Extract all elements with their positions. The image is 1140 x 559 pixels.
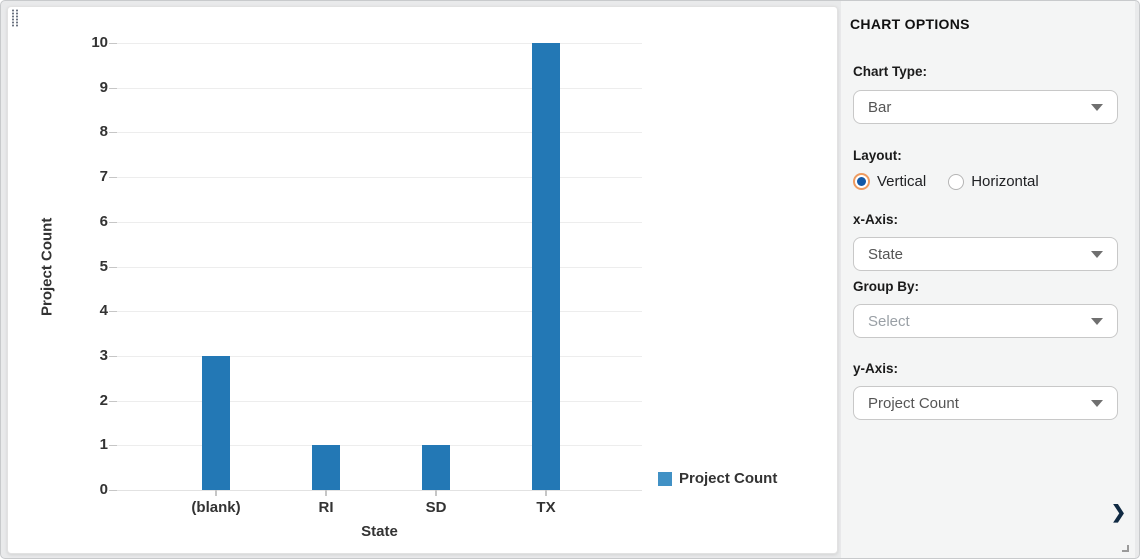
chart-card: Project Count 0 1 2 3 4 5 6 7 8 9 10 (blank) RI SD TX… xyxy=(7,6,838,554)
y-tick-label: 9 xyxy=(99,78,108,96)
y-tick-mark xyxy=(109,221,117,223)
caret-down-icon xyxy=(1091,250,1103,258)
chart-type-label: Chart Type: xyxy=(853,64,928,79)
y-tick-label: 8 xyxy=(99,123,108,141)
gridline xyxy=(117,132,642,134)
y-tick-label: 6 xyxy=(99,212,108,230)
gridline xyxy=(117,266,642,268)
x-tick-label: SD xyxy=(425,499,447,516)
caret-down-icon xyxy=(1091,317,1103,325)
chart-type-select[interactable]: Bar xyxy=(853,90,1118,124)
bar xyxy=(532,43,560,490)
y-tick-label: 4 xyxy=(99,302,108,320)
caret-down-icon xyxy=(1091,103,1103,111)
y-tick-mark xyxy=(109,400,117,402)
legend-swatch-icon xyxy=(658,471,672,486)
y-tick-mark xyxy=(109,177,117,179)
x-tick-label: RI xyxy=(318,499,334,516)
y-tick-mark xyxy=(109,266,117,268)
x-tick-label: (blank) xyxy=(191,499,241,516)
x-tick-mark xyxy=(325,490,327,496)
y-tick-mark xyxy=(109,43,117,44)
gridline xyxy=(117,311,642,313)
y-tick-mark xyxy=(109,311,117,313)
y-axis-label: y-Axis: xyxy=(853,361,899,376)
gridline xyxy=(117,355,642,357)
gridline xyxy=(117,221,642,223)
radio-unselected-icon xyxy=(948,173,965,190)
radio-label-vertical: Vertical xyxy=(877,173,927,190)
gridline xyxy=(117,490,642,491)
group-by-select[interactable]: Select xyxy=(853,304,1118,338)
y-tick-mark xyxy=(109,355,117,357)
gridline xyxy=(117,177,642,179)
y-tick-label: 3 xyxy=(99,346,108,364)
radio-selected-icon xyxy=(853,173,870,190)
x-axis-value: State xyxy=(868,245,904,263)
legend: Project Count xyxy=(658,470,777,487)
y-tick-label: 7 xyxy=(99,168,108,186)
layout-radio-vertical[interactable]: Vertical xyxy=(853,173,926,190)
x-tick-mark xyxy=(215,490,217,496)
x-tick-mark xyxy=(435,490,437,496)
x-axis-label: x-Axis: xyxy=(853,212,899,227)
panel-title: CHART OPTIONS xyxy=(850,16,970,32)
y-tick-mark xyxy=(109,87,117,89)
y-axis-select[interactable]: Project Count xyxy=(853,386,1118,420)
x-axis-select[interactable]: State xyxy=(853,237,1118,271)
layout-radio-group: Vertical Horizontal xyxy=(853,173,1061,190)
radio-label-horizontal: Horizontal xyxy=(971,173,1039,190)
legend-label: Project Count xyxy=(679,470,778,487)
gridline xyxy=(117,445,642,447)
y-tick-label: 1 xyxy=(99,436,108,454)
y-tick-mark xyxy=(109,490,117,491)
y-tick-mark xyxy=(109,132,117,134)
x-axis-title: State xyxy=(361,523,398,540)
y-tick-label: 0 xyxy=(99,481,108,498)
drag-handle-icon[interactable] xyxy=(11,9,20,27)
x-tick-mark xyxy=(545,490,547,496)
group-by-value: Select xyxy=(868,312,910,330)
chevron-right-icon[interactable]: ❯ xyxy=(1111,502,1127,522)
y-axis-title: Project Count xyxy=(38,217,56,316)
gridline xyxy=(117,400,642,402)
caret-down-icon xyxy=(1091,399,1103,407)
resize-handle-icon[interactable] xyxy=(1122,545,1129,552)
gridline xyxy=(117,87,642,89)
y-tick-label: 5 xyxy=(99,257,108,275)
y-tick-label: 10 xyxy=(91,34,108,51)
layout-label: Layout: xyxy=(853,148,902,163)
bar xyxy=(312,445,340,490)
chart-options-panel: CHART OPTIONS Chart Type: Bar Layout: Ve… xyxy=(841,1,1135,558)
y-axis-value: Project Count xyxy=(868,394,959,412)
bar xyxy=(202,355,230,490)
y-tick-mark xyxy=(109,445,117,447)
chart-plot-area xyxy=(109,43,642,496)
chart-type-value: Bar xyxy=(868,98,892,116)
gridline xyxy=(117,43,642,44)
x-tick-label: TX xyxy=(536,499,556,516)
y-tick-label: 2 xyxy=(99,391,108,409)
x-axis-tick-labels: (blank) RI SD TX xyxy=(117,499,642,519)
y-axis-tick-labels: 0 1 2 3 4 5 6 7 8 9 10 xyxy=(66,34,108,498)
group-by-label: Group By: xyxy=(853,279,919,294)
radio-dot xyxy=(857,177,866,186)
layout-radio-horizontal[interactable]: Horizontal xyxy=(948,173,1039,190)
bar xyxy=(422,445,450,490)
